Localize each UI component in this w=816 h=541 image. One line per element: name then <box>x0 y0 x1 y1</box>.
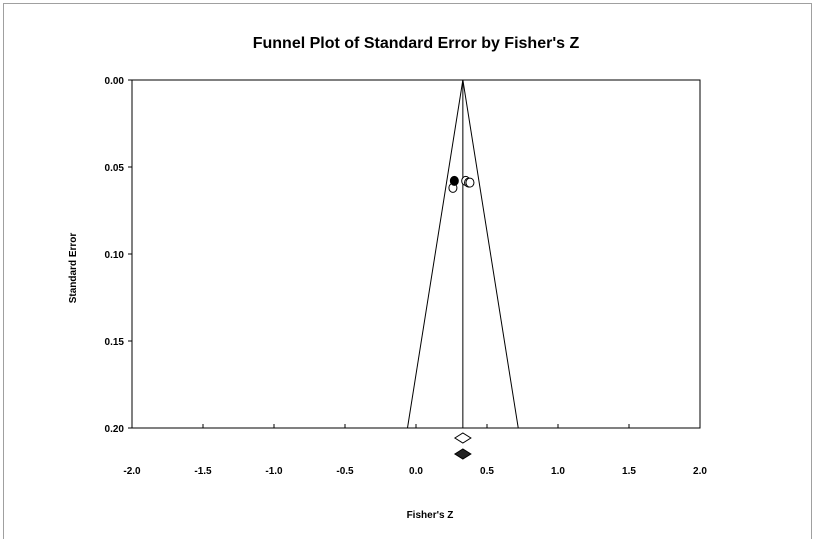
x-tick-label: 0.0 <box>409 466 423 477</box>
y-axis: 0.00 0.05 0.10 0.15 0.20 <box>105 76 132 435</box>
funnel-left-line <box>406 79 464 429</box>
chart-frame <box>3 3 812 539</box>
funnel-lines <box>406 79 519 429</box>
imputed-study-point <box>449 175 459 186</box>
y-tick-label: 0.20 <box>105 424 125 435</box>
adjusted-summary-diamond <box>453 448 472 460</box>
x-tick-label: -2.0 <box>123 466 141 477</box>
y-tick-label: 0.05 <box>105 163 125 174</box>
summary-diamonds <box>453 432 472 460</box>
study-point <box>465 177 475 188</box>
x-tick-label: -1.5 <box>194 466 212 477</box>
y-axis-label: Standard Error <box>68 233 79 304</box>
x-tick-label: 0.5 <box>480 466 494 477</box>
study-points <box>448 175 475 193</box>
x-tick-label: 1.5 <box>622 466 636 477</box>
chart-title: Funnel Plot of Standard Error by Fisher'… <box>253 35 580 52</box>
y-tick-label: 0.00 <box>105 76 125 87</box>
x-axis-label: Fisher's Z <box>407 510 454 521</box>
funnel-right-line <box>462 79 519 429</box>
y-tick-label: 0.10 <box>105 250 125 261</box>
x-axis: -2.0 -1.5 -1.0 -0.5 0.0 0.5 1.0 1.5 2.0 <box>123 424 707 477</box>
y-tick-label: 0.15 <box>105 337 125 348</box>
x-tick-label: -0.5 <box>336 466 354 477</box>
x-tick-label: -1.0 <box>265 466 283 477</box>
x-tick-label: 2.0 <box>693 466 707 477</box>
x-tick-label: 1.0 <box>551 466 565 477</box>
observed-summary-diamond <box>453 432 472 444</box>
